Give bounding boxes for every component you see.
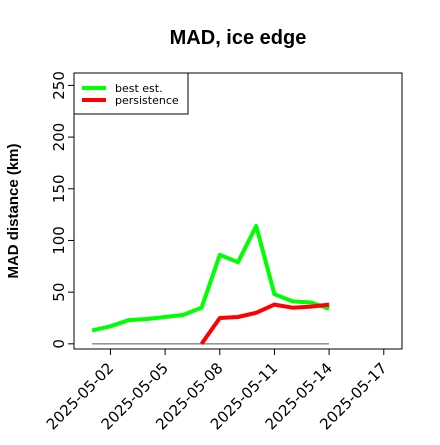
y-axis-label: MAD distance (km) <box>5 143 22 278</box>
y-tick-label: 50 <box>50 283 68 302</box>
y-tick-label: 150 <box>50 174 68 203</box>
y-tick-label: 250 <box>50 71 68 100</box>
y-tick-label: 200 <box>50 123 68 152</box>
legend-label: best est. <box>115 82 163 95</box>
chart-title: MAD, ice edge <box>170 27 307 49</box>
series-line-best-est <box>91 224 330 333</box>
y-tick-label: 0 <box>50 339 68 349</box>
plot-frame <box>73 72 403 350</box>
legend-box <box>73 72 189 115</box>
legend: best est.persistence <box>73 72 189 115</box>
legend-label: persistence <box>115 94 179 107</box>
series-line-persistence <box>199 302 330 345</box>
y-tick-label: 100 <box>50 226 68 255</box>
